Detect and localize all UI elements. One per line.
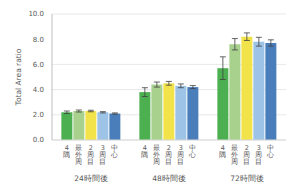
svg-text:最外周: 最外周 bbox=[231, 144, 238, 166]
svg-text:4隅: 4隅 bbox=[63, 144, 70, 159]
svg-text:72時間後: 72時間後 bbox=[230, 174, 264, 182]
svg-text:最外周: 最外周 bbox=[75, 144, 82, 166]
svg-text:10.0: 10.0 bbox=[28, 10, 44, 18]
svg-text:4隅: 4隅 bbox=[219, 144, 226, 159]
svg-text:2周目: 2周目 bbox=[165, 144, 172, 166]
svg-text:0.0: 0.0 bbox=[33, 136, 44, 144]
svg-text:4.0: 4.0 bbox=[33, 86, 44, 94]
svg-text:中心: 中心 bbox=[110, 144, 118, 159]
svg-text:中心: 中心 bbox=[188, 144, 196, 159]
svg-text:3周目: 3周目 bbox=[177, 144, 184, 166]
svg-text:24時間後: 24時間後 bbox=[74, 174, 108, 182]
svg-text:4隅: 4隅 bbox=[141, 144, 148, 159]
svg-text:6.0: 6.0 bbox=[33, 61, 44, 69]
svg-text:最外周: 最外周 bbox=[153, 144, 160, 166]
svg-text:48時間後: 48時間後 bbox=[152, 174, 186, 182]
svg-text:2周目: 2周目 bbox=[243, 144, 250, 166]
svg-text:3周目: 3周目 bbox=[99, 144, 106, 166]
svg-text:8.0: 8.0 bbox=[33, 36, 44, 44]
svg-text:Total Area ratio: Total Area ratio bbox=[14, 48, 23, 106]
svg-text:2周目: 2周目 bbox=[87, 144, 94, 166]
svg-text:2.0: 2.0 bbox=[33, 111, 44, 119]
svg-text:3周目: 3周目 bbox=[255, 144, 262, 166]
svg-text:中心: 中心 bbox=[266, 144, 274, 159]
